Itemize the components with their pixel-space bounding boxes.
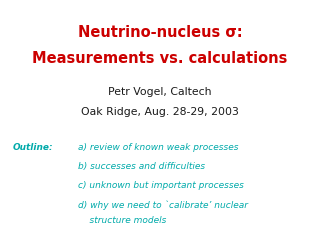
Text: c) unknown but important processes: c) unknown but important processes <box>78 181 244 191</box>
Text: Measurements vs. calculations: Measurements vs. calculations <box>32 51 288 66</box>
Text: structure models: structure models <box>78 216 167 225</box>
Text: Outline:: Outline: <box>13 143 53 152</box>
Text: a) review of known weak processes: a) review of known weak processes <box>78 143 239 152</box>
Text: d) why we need to `calibrate’ nuclear: d) why we need to `calibrate’ nuclear <box>78 200 248 210</box>
Text: Petr Vogel, Caltech: Petr Vogel, Caltech <box>108 87 212 97</box>
Text: Oak Ridge, Aug. 28-29, 2003: Oak Ridge, Aug. 28-29, 2003 <box>81 107 239 117</box>
Text: Neutrino-nucleus σ:: Neutrino-nucleus σ: <box>78 25 242 40</box>
Text: b) successes and difficulties: b) successes and difficulties <box>78 162 205 171</box>
